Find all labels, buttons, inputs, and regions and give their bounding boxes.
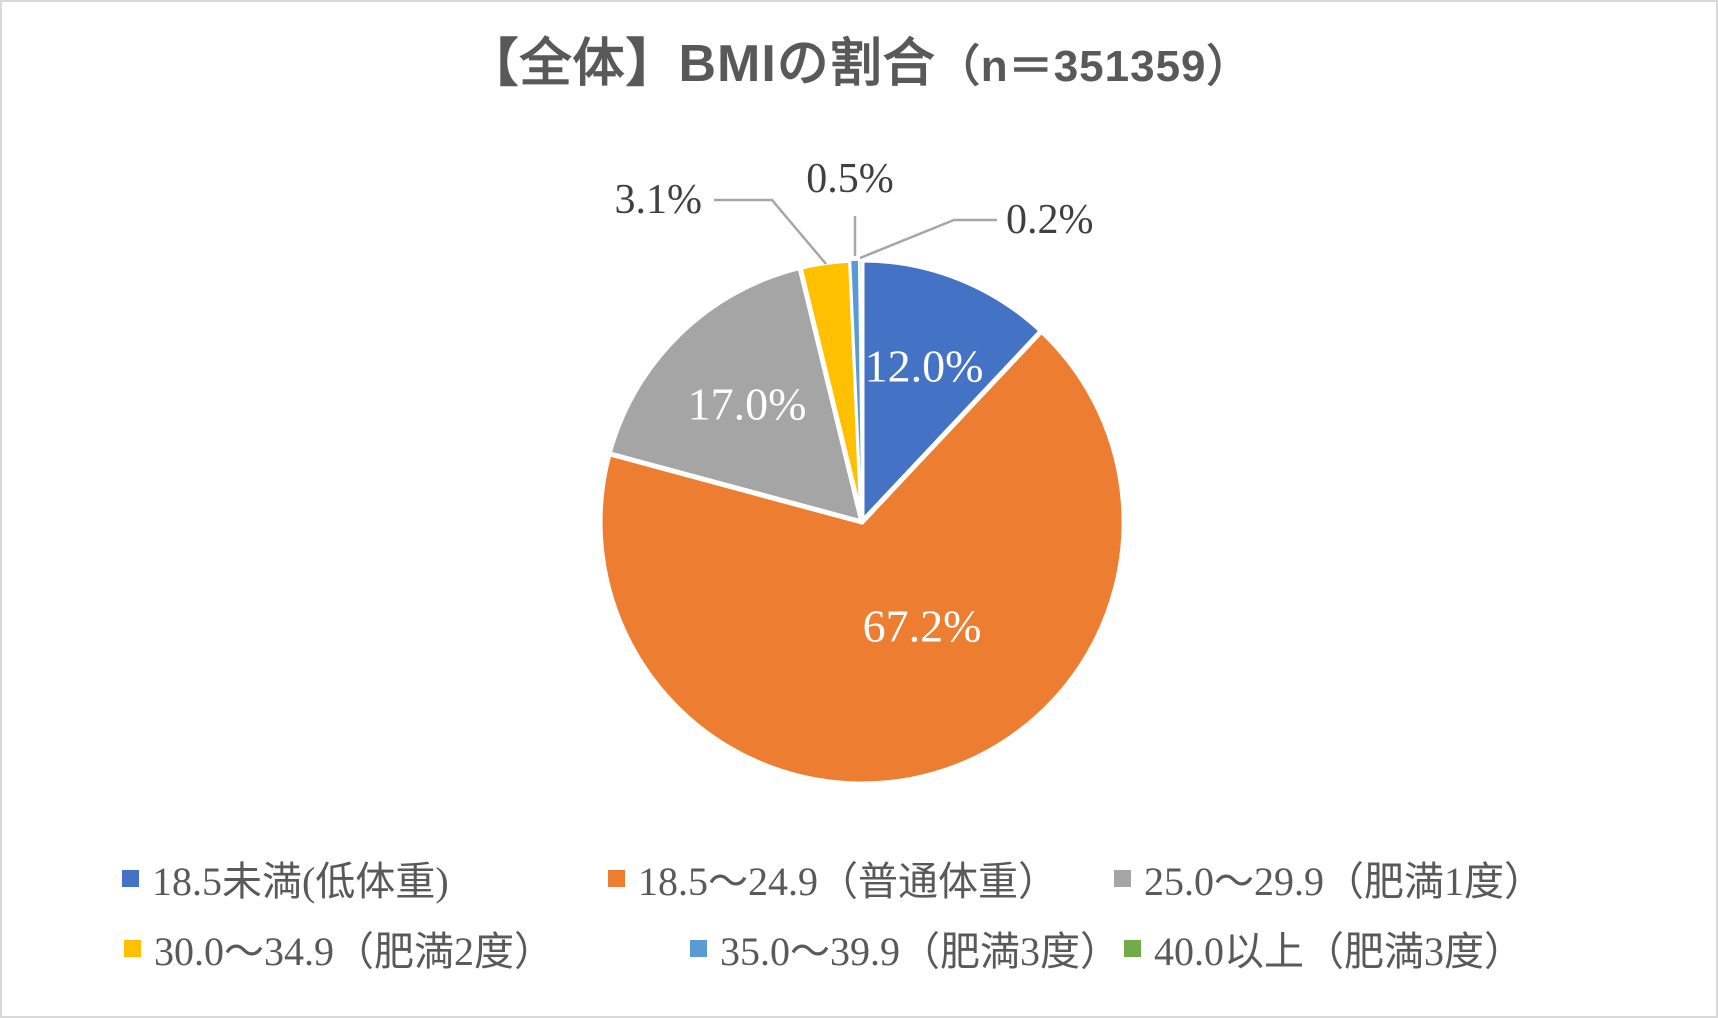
data-label-outside-4: 0.5% [806, 156, 894, 202]
data-label-inside-2: 17.0% [688, 379, 807, 430]
leader-line-3 [714, 198, 827, 265]
leader-line-5 [859, 218, 997, 260]
data-label-outside-5: 0.2% [1006, 197, 1094, 243]
legend-label-4: 35.0～39.9（肥満3度） [720, 929, 1120, 974]
legend-label-3: 30.0～34.9（肥満2度） [154, 929, 554, 974]
chart-title-sample-size: （n＝351359） [935, 42, 1252, 91]
legend-marker-2 [1114, 869, 1131, 887]
legend-item-5: 40.0以上（肥満3度） [1124, 924, 1524, 974]
data-label-inside-0: 12.0% [865, 341, 984, 392]
chart-title: 【全体】BMIの割合（n＝351359） [2, 35, 1716, 93]
pie-slice-0 [859, 257, 1044, 525]
pie-slice-4 [849, 259, 863, 523]
legend-item-4: 35.0～39.9（肥満3度） [690, 924, 1120, 974]
legend-item-0: 18.5未満(低体重) [122, 854, 449, 904]
legend-marker-3 [124, 939, 141, 957]
legend-marker-5 [1124, 939, 1141, 957]
legend-marker-0 [122, 869, 139, 887]
data-label-inside-1: 67.2% [863, 601, 982, 652]
legend-item-1: 18.5～24.9（普通体重） [608, 854, 1058, 904]
legend-label-1: 18.5～24.9（普通体重） [638, 859, 1058, 904]
pie-slice-1 [597, 328, 1127, 787]
legend-item-3: 30.0～34.9（肥満2度） [124, 924, 554, 974]
legend-label-5: 40.0以上（肥満3度） [1154, 929, 1524, 974]
legend-marker-1 [608, 869, 625, 887]
legend-label-2: 25.0～29.9（肥満1度） [1144, 859, 1544, 904]
legend-label-0: 18.5未満(低体重) [152, 859, 449, 904]
legend-marker-4 [690, 939, 707, 957]
pie-slice-2 [606, 264, 865, 525]
legend-item-2: 25.0～29.9（肥満1度） [1114, 854, 1544, 904]
chart-title-main: 【全体】BMIの割合 [466, 35, 936, 93]
data-label-outside-3: 3.1% [615, 177, 703, 223]
